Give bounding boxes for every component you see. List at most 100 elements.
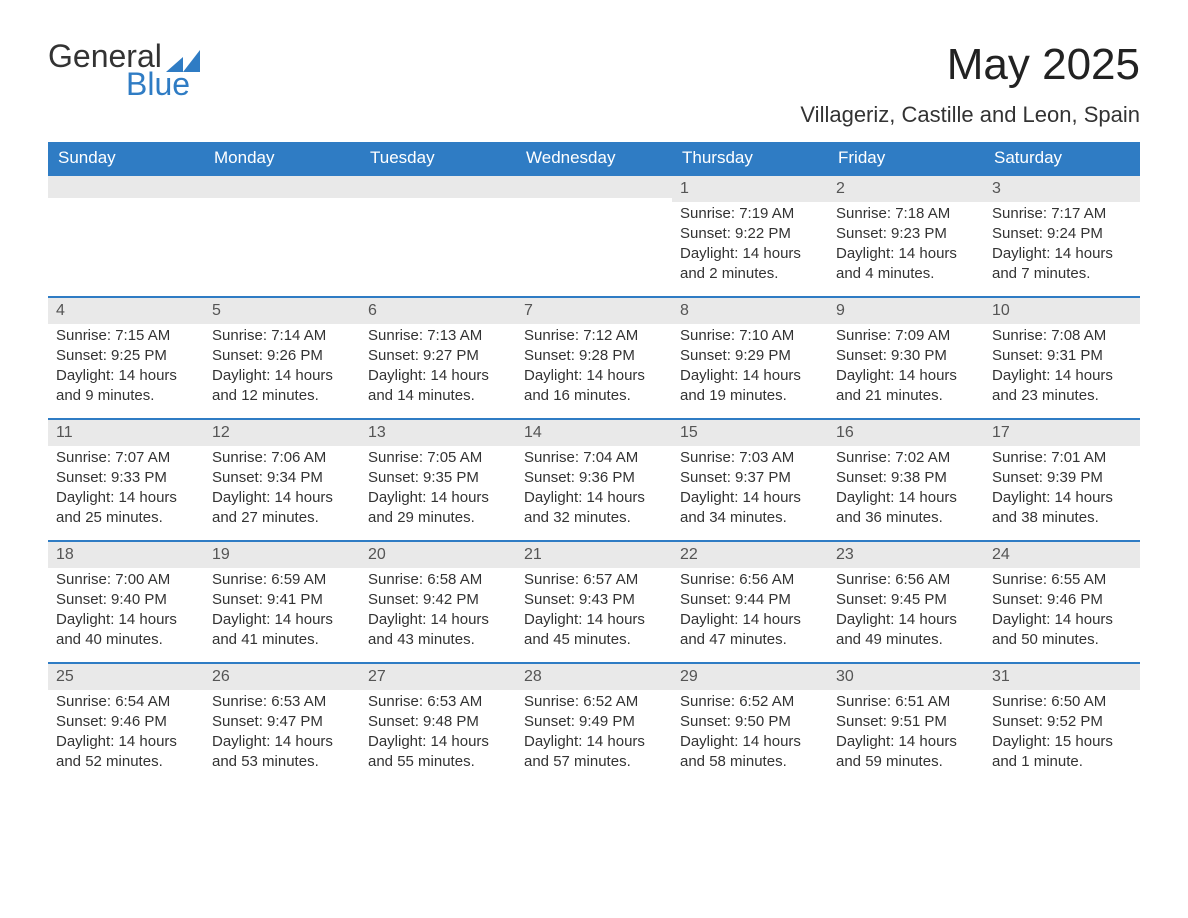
- day-body: Sunrise: 7:09 AMSunset: 9:30 PMDaylight:…: [828, 326, 984, 415]
- day-daylight: Daylight: 14 hours and 38 minutes.: [992, 488, 1132, 529]
- calendar-body: 1Sunrise: 7:19 AMSunset: 9:22 PMDaylight…: [48, 174, 1140, 784]
- day-sunset: Sunset: 9:27 PM: [368, 346, 508, 366]
- day-daylight: Daylight: 14 hours and 59 minutes.: [836, 732, 976, 773]
- day-daylight: Daylight: 14 hours and 36 minutes.: [836, 488, 976, 529]
- day-sunrise: Sunrise: 7:02 AM: [836, 448, 976, 468]
- day-daylight: Daylight: 14 hours and 50 minutes.: [992, 610, 1132, 651]
- day-daylight: Daylight: 14 hours and 47 minutes.: [680, 610, 820, 651]
- day-sunset: Sunset: 9:42 PM: [368, 590, 508, 610]
- calendar-day: 6Sunrise: 7:13 AMSunset: 9:27 PMDaylight…: [360, 298, 516, 418]
- day-number: 22: [672, 542, 828, 568]
- day-number: 17: [984, 420, 1140, 446]
- day-sunrise: Sunrise: 6:55 AM: [992, 570, 1132, 590]
- day-sunset: Sunset: 9:52 PM: [992, 712, 1132, 732]
- day-number: 16: [828, 420, 984, 446]
- day-body: Sunrise: 6:52 AMSunset: 9:50 PMDaylight:…: [672, 692, 828, 781]
- day-body: Sunrise: 7:13 AMSunset: 9:27 PMDaylight:…: [360, 326, 516, 415]
- calendar-week: 18Sunrise: 7:00 AMSunset: 9:40 PMDayligh…: [48, 540, 1140, 662]
- day-number: 26: [204, 664, 360, 690]
- day-daylight: Daylight: 14 hours and 21 minutes.: [836, 366, 976, 407]
- calendar-day: 4Sunrise: 7:15 AMSunset: 9:25 PMDaylight…: [48, 298, 204, 418]
- day-daylight: Daylight: 14 hours and 53 minutes.: [212, 732, 352, 773]
- calendar-day: 20Sunrise: 6:58 AMSunset: 9:42 PMDayligh…: [360, 542, 516, 662]
- day-sunset: Sunset: 9:25 PM: [56, 346, 196, 366]
- day-sunset: Sunset: 9:33 PM: [56, 468, 196, 488]
- header: General Blue May 2025 Villageriz, Castil…: [48, 40, 1140, 136]
- day-body: Sunrise: 7:02 AMSunset: 9:38 PMDaylight:…: [828, 448, 984, 537]
- calendar-day: [204, 176, 360, 296]
- weekday-header: Wednesday: [516, 142, 672, 174]
- day-body: Sunrise: 7:10 AMSunset: 9:29 PMDaylight:…: [672, 326, 828, 415]
- calendar-day: 13Sunrise: 7:05 AMSunset: 9:35 PMDayligh…: [360, 420, 516, 540]
- weekday-header-row: SundayMondayTuesdayWednesdayThursdayFrid…: [48, 142, 1140, 174]
- day-body: Sunrise: 7:18 AMSunset: 9:23 PMDaylight:…: [828, 204, 984, 293]
- weekday-header: Sunday: [48, 142, 204, 174]
- day-number: 7: [516, 298, 672, 324]
- day-number: 29: [672, 664, 828, 690]
- calendar-day: 5Sunrise: 7:14 AMSunset: 9:26 PMDaylight…: [204, 298, 360, 418]
- day-sunrise: Sunrise: 7:07 AM: [56, 448, 196, 468]
- day-number: [360, 176, 516, 198]
- day-body: Sunrise: 6:59 AMSunset: 9:41 PMDaylight:…: [204, 570, 360, 659]
- day-number: 8: [672, 298, 828, 324]
- day-sunset: Sunset: 9:46 PM: [56, 712, 196, 732]
- calendar-day: 21Sunrise: 6:57 AMSunset: 9:43 PMDayligh…: [516, 542, 672, 662]
- calendar-day: 11Sunrise: 7:07 AMSunset: 9:33 PMDayligh…: [48, 420, 204, 540]
- day-sunrise: Sunrise: 6:52 AM: [680, 692, 820, 712]
- day-daylight: Daylight: 14 hours and 16 minutes.: [524, 366, 664, 407]
- day-number: 11: [48, 420, 204, 446]
- day-sunrise: Sunrise: 6:56 AM: [680, 570, 820, 590]
- calendar-day: 2Sunrise: 7:18 AMSunset: 9:23 PMDaylight…: [828, 176, 984, 296]
- day-sunset: Sunset: 9:37 PM: [680, 468, 820, 488]
- day-daylight: Daylight: 14 hours and 2 minutes.: [680, 244, 820, 285]
- day-daylight: Daylight: 15 hours and 1 minute.: [992, 732, 1132, 773]
- day-body: Sunrise: 6:53 AMSunset: 9:48 PMDaylight:…: [360, 692, 516, 781]
- day-sunset: Sunset: 9:45 PM: [836, 590, 976, 610]
- day-daylight: Daylight: 14 hours and 19 minutes.: [680, 366, 820, 407]
- day-number: 3: [984, 176, 1140, 202]
- month-title: May 2025: [800, 40, 1140, 90]
- day-daylight: Daylight: 14 hours and 45 minutes.: [524, 610, 664, 651]
- location-label: Villageriz, Castille and Leon, Spain: [800, 102, 1140, 128]
- day-body: Sunrise: 7:12 AMSunset: 9:28 PMDaylight:…: [516, 326, 672, 415]
- day-sunrise: Sunrise: 6:51 AM: [836, 692, 976, 712]
- day-number: 31: [984, 664, 1140, 690]
- calendar-day: 1Sunrise: 7:19 AMSunset: 9:22 PMDaylight…: [672, 176, 828, 296]
- calendar-day: 29Sunrise: 6:52 AMSunset: 9:50 PMDayligh…: [672, 664, 828, 784]
- day-sunrise: Sunrise: 7:17 AM: [992, 204, 1132, 224]
- day-sunset: Sunset: 9:28 PM: [524, 346, 664, 366]
- weekday-header: Saturday: [984, 142, 1140, 174]
- day-number: 27: [360, 664, 516, 690]
- day-sunset: Sunset: 9:47 PM: [212, 712, 352, 732]
- day-body: Sunrise: 7:08 AMSunset: 9:31 PMDaylight:…: [984, 326, 1140, 415]
- calendar-day: 7Sunrise: 7:12 AMSunset: 9:28 PMDaylight…: [516, 298, 672, 418]
- day-sunset: Sunset: 9:31 PM: [992, 346, 1132, 366]
- calendar-day: 9Sunrise: 7:09 AMSunset: 9:30 PMDaylight…: [828, 298, 984, 418]
- day-daylight: Daylight: 14 hours and 25 minutes.: [56, 488, 196, 529]
- day-body: Sunrise: 7:06 AMSunset: 9:34 PMDaylight:…: [204, 448, 360, 537]
- day-sunrise: Sunrise: 6:50 AM: [992, 692, 1132, 712]
- calendar: SundayMondayTuesdayWednesdayThursdayFrid…: [48, 142, 1140, 784]
- day-sunrise: Sunrise: 7:15 AM: [56, 326, 196, 346]
- day-number: 6: [360, 298, 516, 324]
- day-daylight: Daylight: 14 hours and 9 minutes.: [56, 366, 196, 407]
- day-number: 21: [516, 542, 672, 568]
- day-body: Sunrise: 6:58 AMSunset: 9:42 PMDaylight:…: [360, 570, 516, 659]
- day-sunset: Sunset: 9:30 PM: [836, 346, 976, 366]
- day-number: 5: [204, 298, 360, 324]
- calendar-day: 23Sunrise: 6:56 AMSunset: 9:45 PMDayligh…: [828, 542, 984, 662]
- calendar-week: 1Sunrise: 7:19 AMSunset: 9:22 PMDaylight…: [48, 174, 1140, 296]
- day-sunrise: Sunrise: 6:54 AM: [56, 692, 196, 712]
- day-body: Sunrise: 6:50 AMSunset: 9:52 PMDaylight:…: [984, 692, 1140, 781]
- title-block: May 2025 Villageriz, Castille and Leon, …: [800, 40, 1140, 136]
- calendar-day: 26Sunrise: 6:53 AMSunset: 9:47 PMDayligh…: [204, 664, 360, 784]
- calendar-day: 25Sunrise: 6:54 AMSunset: 9:46 PMDayligh…: [48, 664, 204, 784]
- day-sunset: Sunset: 9:22 PM: [680, 224, 820, 244]
- day-sunrise: Sunrise: 7:09 AM: [836, 326, 976, 346]
- day-sunrise: Sunrise: 6:53 AM: [212, 692, 352, 712]
- weekday-header: Monday: [204, 142, 360, 174]
- calendar-week: 11Sunrise: 7:07 AMSunset: 9:33 PMDayligh…: [48, 418, 1140, 540]
- day-sunrise: Sunrise: 7:05 AM: [368, 448, 508, 468]
- day-daylight: Daylight: 14 hours and 14 minutes.: [368, 366, 508, 407]
- day-sunset: Sunset: 9:43 PM: [524, 590, 664, 610]
